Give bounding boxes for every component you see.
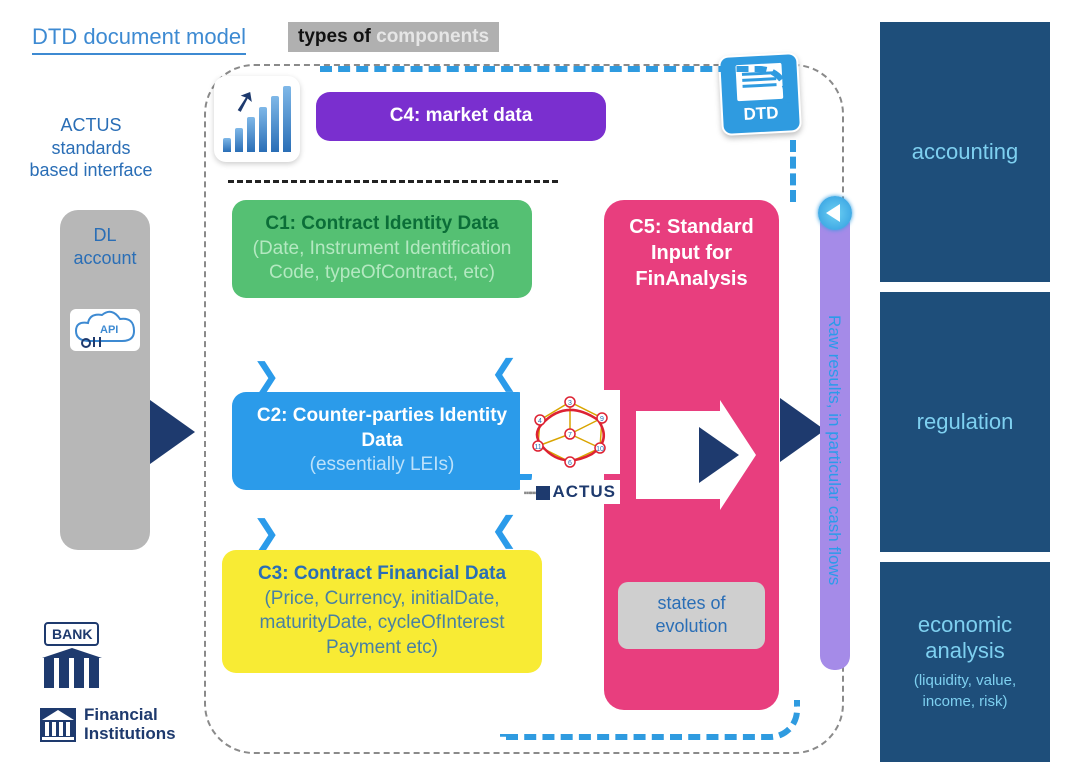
- page-title: DTD document model: [32, 24, 246, 55]
- svg-text:9: 9: [600, 416, 604, 423]
- c5-title: C5: Standard Input for FinAnalysis: [604, 200, 779, 292]
- arrow-to-results-icon: [780, 398, 825, 462]
- bank-label: BANK: [44, 622, 99, 646]
- right-bar-regulation: regulation: [880, 292, 1050, 552]
- connector-c2-c3-icon: ❯: [252, 525, 281, 542]
- c3-sub: (Price, Currency, initialDate, maturityD…: [240, 587, 524, 661]
- c3-card: C3: Contract Financial Data (Price, Curr…: [222, 550, 542, 673]
- types-tail: components: [376, 26, 489, 47]
- c5-states: states of evolution: [618, 582, 765, 649]
- actus-logo: ┅┅ACTUS: [520, 480, 620, 504]
- market-data-chart-icon: ➚: [214, 76, 300, 162]
- c2-sub: (essentially LEIs): [250, 453, 514, 478]
- c1-card: C1: Contract Identity Data (Date, Instru…: [232, 200, 532, 298]
- actus-standards-label: ACTUS standards based interface: [26, 114, 156, 182]
- connector-c1-c2b-icon: ❯: [490, 368, 519, 385]
- c2-card: C2: Counter-parties Identity Data (essen…: [232, 392, 532, 490]
- dashed-blue-bottom: [500, 700, 800, 740]
- right-bar-accounting: accounting: [880, 22, 1050, 282]
- dashed-blue-top: [320, 66, 790, 106]
- svg-text:3: 3: [568, 400, 572, 407]
- svg-text:10: 10: [596, 446, 604, 453]
- bank-pillars-icon: [44, 658, 99, 688]
- svg-text:6: 6: [568, 460, 572, 467]
- economic-title: economic analysis: [880, 612, 1050, 664]
- accounting-label: accounting: [912, 139, 1018, 165]
- c2-title: C2: Counter-parties Identity Data: [250, 404, 514, 453]
- c4-title: C4: market data: [334, 104, 588, 129]
- arrow-into-container-icon: [150, 400, 195, 464]
- connector-c2-c3b-icon: ❯: [490, 525, 519, 542]
- actus-logo-text: ACTUS: [552, 482, 616, 501]
- dashed-divider: [228, 180, 558, 183]
- back-circle-icon: [818, 196, 852, 230]
- network-graph-icon: 4 3 9 10 6 11 7: [520, 390, 620, 474]
- types-lead: types of: [298, 26, 376, 47]
- types-tag: types of components: [288, 22, 499, 52]
- c1-sub: (Date, Instrument Identification Code, t…: [250, 237, 514, 286]
- economic-sub: (liquidity, value, income, risk): [880, 670, 1050, 712]
- connector-c1-c2-icon: ❯: [252, 368, 281, 385]
- dl-account-column: DL account API: [60, 210, 150, 550]
- c1-title: C1: Contract Identity Data: [250, 212, 514, 237]
- right-bar-economic: economic analysis (liquidity, value, inc…: [880, 562, 1050, 762]
- api-cloud-icon: API: [70, 309, 140, 351]
- svg-text:11: 11: [534, 444, 541, 451]
- financial-institutions-label: Financial Institutions: [84, 706, 184, 743]
- regulation-label: regulation: [917, 409, 1014, 435]
- svg-text:7: 7: [568, 432, 572, 439]
- raw-results-label: Raw results, in particular cash flows: [824, 260, 844, 640]
- c3-title: C3: Contract Financial Data: [240, 562, 524, 587]
- svg-text:4: 4: [538, 418, 542, 425]
- institution-icon: [40, 708, 76, 742]
- dtd-badge-label: DTD: [743, 103, 779, 125]
- svg-text:API: API: [100, 324, 118, 336]
- dashed-blue-right: [790, 140, 796, 202]
- dl-account-label: DL account: [60, 210, 150, 269]
